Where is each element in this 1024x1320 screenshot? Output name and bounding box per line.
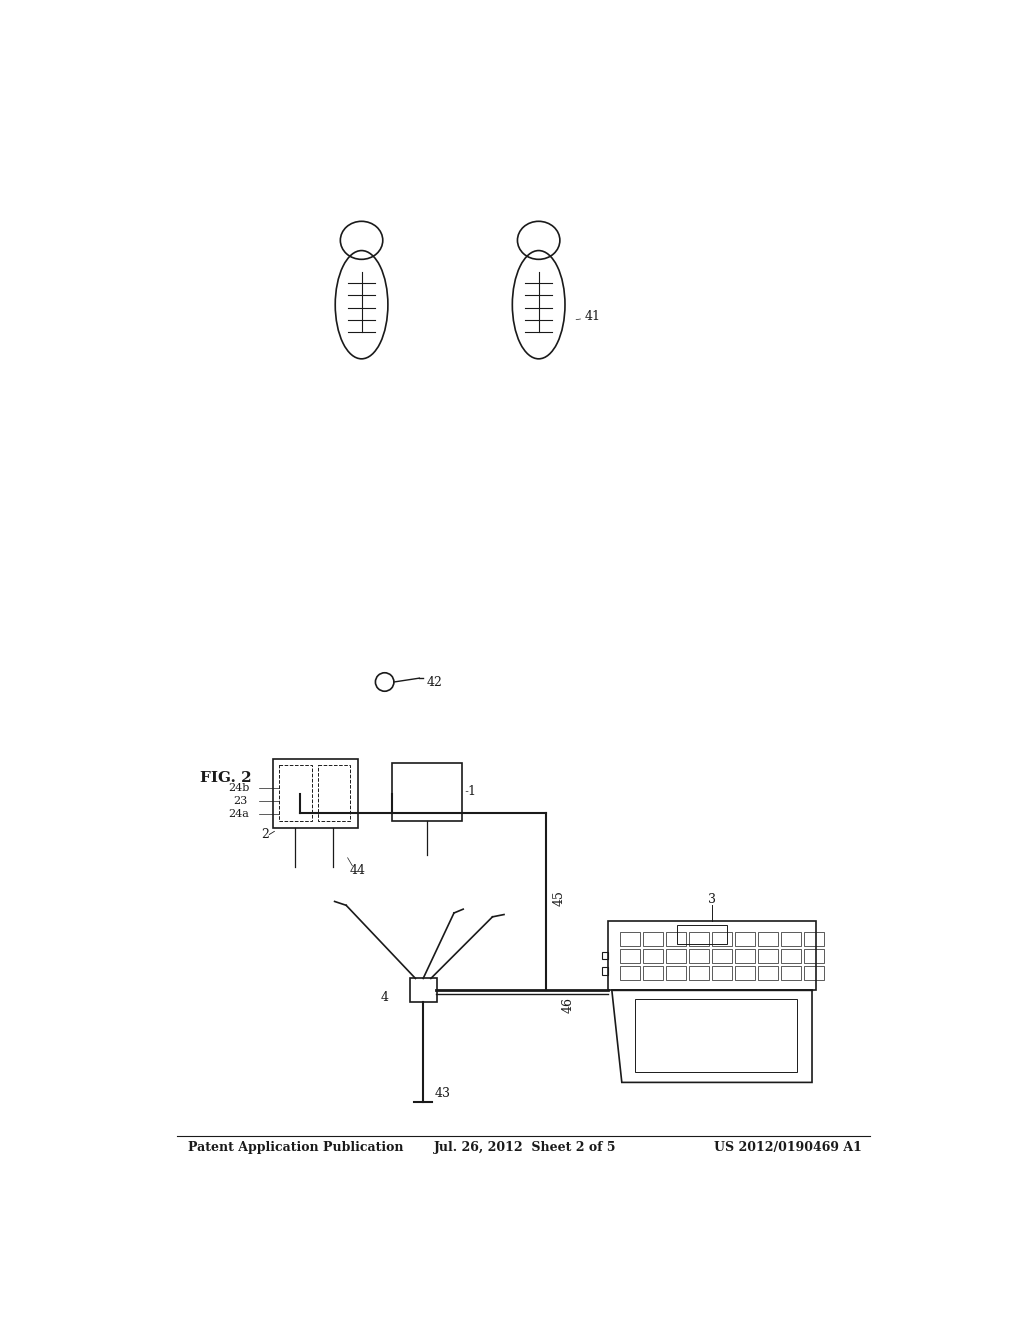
Bar [689,949,709,964]
Bar [758,949,778,964]
Bar [712,932,732,946]
Bar [602,952,608,960]
Bar [735,966,755,979]
Bar [643,966,663,979]
Text: Patent Application Publication: Patent Application Publication [188,1142,403,1155]
Text: 3: 3 [708,892,716,906]
Bar [620,949,640,964]
Bar [280,766,311,821]
Text: 23: 23 [233,796,247,807]
Bar [666,966,686,979]
Text: 44: 44 [350,865,366,878]
Text: 4: 4 [381,991,389,1005]
Bar [804,949,824,964]
Bar [781,966,801,979]
Bar [608,921,816,990]
Bar [666,932,686,946]
Text: 41: 41 [585,310,601,323]
Text: 45: 45 [553,890,565,906]
Bar [620,932,640,946]
Bar [643,932,663,946]
Text: 46: 46 [562,998,574,1014]
Bar [781,932,801,946]
Bar [758,966,778,979]
Bar [712,966,732,979]
Bar [735,932,755,946]
Bar [410,978,437,1002]
Bar [758,932,778,946]
Text: 1: 1 [468,785,476,797]
Bar [643,949,663,964]
Text: 24b: 24b [228,783,250,793]
Bar [317,766,350,821]
Bar [666,949,686,964]
Bar [689,932,709,946]
Bar [735,949,755,964]
Bar [602,966,608,974]
Bar [804,966,824,979]
Bar [620,966,640,979]
Bar [804,932,824,946]
Bar [635,999,797,1072]
Bar [781,949,801,964]
Bar [392,763,462,821]
Text: Jul. 26, 2012  Sheet 2 of 5: Jul. 26, 2012 Sheet 2 of 5 [433,1142,616,1155]
Text: FIG. 2: FIG. 2 [200,771,252,785]
Bar [677,924,727,944]
Text: 24a: 24a [228,809,249,820]
Text: US 2012/0190469 A1: US 2012/0190469 A1 [714,1142,862,1155]
Text: 42: 42 [427,676,443,689]
Text: 43: 43 [435,1088,451,1101]
Bar [273,759,357,829]
Text: 2: 2 [261,828,269,841]
Bar [689,966,709,979]
Bar [712,949,732,964]
